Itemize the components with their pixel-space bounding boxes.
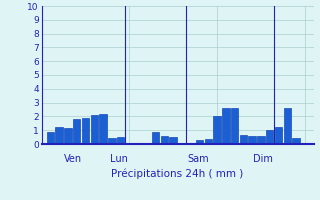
Bar	[152, 132, 159, 144]
Bar	[55, 127, 63, 144]
Bar	[231, 108, 238, 144]
Text: Dim: Dim	[253, 154, 273, 164]
Bar	[284, 108, 291, 144]
Bar	[82, 118, 89, 144]
Bar	[248, 136, 256, 144]
Text: Sam: Sam	[187, 154, 209, 164]
Bar	[91, 115, 98, 144]
Bar	[240, 135, 247, 144]
Bar	[161, 136, 168, 144]
Bar	[275, 127, 282, 144]
Bar	[292, 138, 300, 144]
Text: Ven: Ven	[64, 154, 82, 164]
Text: Lun: Lun	[110, 154, 128, 164]
Bar	[196, 140, 203, 144]
Bar	[47, 132, 54, 144]
Bar	[213, 116, 221, 144]
Bar	[204, 139, 212, 144]
Bar	[170, 137, 177, 144]
Bar	[266, 130, 274, 144]
Bar	[222, 108, 229, 144]
Bar	[108, 138, 116, 144]
Text: Précipitations 24h ( mm ): Précipitations 24h ( mm )	[111, 169, 244, 179]
Bar	[257, 136, 265, 144]
Bar	[73, 119, 80, 144]
Bar	[117, 137, 124, 144]
Bar	[99, 114, 107, 144]
Bar	[64, 128, 72, 144]
